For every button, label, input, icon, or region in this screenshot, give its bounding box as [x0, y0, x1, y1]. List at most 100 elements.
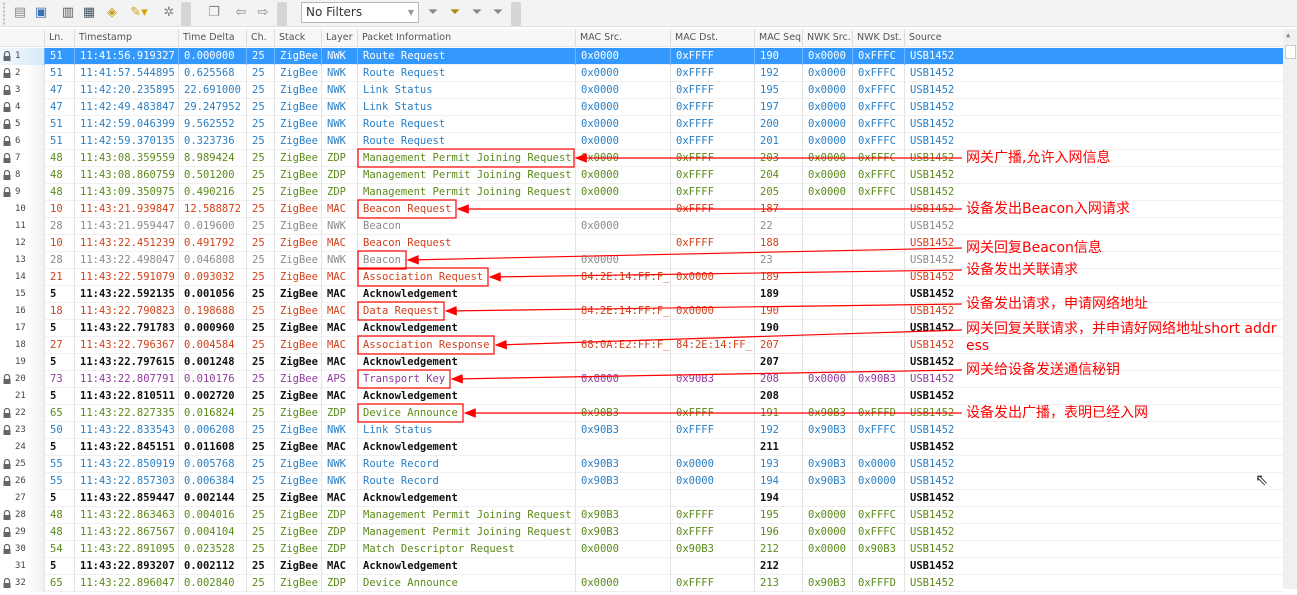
table-row[interactable]: 1 51 11:41:56.919327 0.000000 25 ZigBee NWK Rou… — [0, 48, 1283, 65]
toolbar-grip[interactable] — [3, 2, 7, 26]
column-header-mac-dst[interactable]: MAC Dst. — [670, 29, 754, 47]
row-header[interactable]: 24 — [0, 439, 44, 456]
cell-ln: 50 — [44, 422, 74, 439]
table-row[interactable]: 23 50 11:43:22.833543 0.006208 25 ZigBee NWK Li… — [0, 422, 1283, 439]
table-row[interactable]: 29 48 11:43:22.867567 0.004104 25 ZigBee ZDP Ma… — [0, 524, 1283, 541]
row-header[interactable]: 31 — [0, 558, 44, 575]
cell-packet-info: Beacon Request — [357, 235, 575, 252]
table-row[interactable]: 31 5 11:43:22.893207 0.002112 25 ZigBee MAC Ack… — [0, 558, 1283, 575]
back-icon[interactable]: ⇦ — [235, 5, 247, 20]
row-header[interactable]: 28 — [0, 507, 44, 524]
row-header[interactable]: 10 — [0, 201, 44, 218]
column-header-ln[interactable]: Ln. — [44, 29, 74, 47]
toolbar-overflow[interactable] — [511, 2, 521, 26]
row-header[interactable]: 4 — [0, 99, 44, 116]
row-header[interactable]: 26 — [0, 473, 44, 490]
column-header-mac-src[interactable]: MAC Src. — [575, 29, 670, 47]
table-row[interactable]: 5 51 11:42:59.046399 9.562552 25 ZigBee NWK Rou… — [0, 116, 1283, 133]
copy-icon[interactable]: ❐ — [208, 5, 220, 20]
scrollbar-thumb[interactable] — [1285, 45, 1296, 59]
row-header[interactable]: 18 — [0, 337, 44, 354]
row-header[interactable]: 20 — [0, 371, 44, 388]
table-row[interactable]: 25 55 11:43:22.850919 0.005768 25 ZigBee NWK Ro… — [0, 456, 1283, 473]
row-header[interactable]: 5 — [0, 116, 44, 133]
table-row[interactable]: 3 47 11:42:20.235895 22.691000 25 ZigBee NWK Li… — [0, 82, 1283, 99]
filter-select[interactable]: No Filters ▼ — [301, 2, 419, 23]
table-row[interactable]: 4 47 11:42:49.483847 29.247952 25 ZigBee NWK Li… — [0, 99, 1283, 116]
table-row[interactable]: 21 5 11:43:22.810511 0.002720 25 ZigBee MAC Ack… — [0, 388, 1283, 405]
row-header[interactable]: 7 — [0, 150, 44, 167]
column-header-nwk-src[interactable]: NWK Src. — [802, 29, 852, 47]
row-header[interactable]: 13 — [0, 252, 44, 269]
table-row[interactable]: 24 5 11:43:22.845151 0.011608 25 ZigBee MAC Ack… — [0, 439, 1283, 456]
table-row[interactable]: 27 5 11:43:22.859447 0.002144 25 ZigBee MAC Ack… — [0, 490, 1283, 507]
table-row[interactable]: 2 51 11:41:57.544895 0.625568 25 ZigBee NWK Rou… — [0, 65, 1283, 82]
column-header-layer[interactable]: Layer — [321, 29, 357, 47]
row-header[interactable]: 21 — [0, 388, 44, 405]
table-row[interactable]: 32 65 11:43:22.896047 0.002840 25 ZigBee ZDP De… — [0, 575, 1283, 592]
new-icon[interactable]: ▤ — [13, 5, 27, 20]
clear-icon[interactable]: ✎▾ — [130, 5, 148, 20]
display-icon[interactable]: ▦ — [82, 5, 96, 20]
row-header[interactable]: 30 — [0, 541, 44, 558]
row-header[interactable]: 17 — [0, 320, 44, 337]
row-header[interactable]: 32 — [0, 575, 44, 592]
save-icon[interactable]: ▣ — [34, 5, 48, 20]
row-header[interactable]: 29 — [0, 524, 44, 541]
cell-timestamp: 11:42:49.483847 — [74, 99, 178, 116]
cell-nwk-src — [802, 235, 852, 252]
column-header-time-delta[interactable]: Time Delta — [178, 29, 246, 47]
column-header-source[interactable]: Source — [904, 29, 960, 47]
row-header[interactable]: 11 — [0, 218, 44, 235]
row-header[interactable]: 14 — [0, 269, 44, 286]
row-header[interactable]: 27 — [0, 490, 44, 507]
table-row[interactable]: 8 48 11:43:08.860759 0.501200 25 ZigBee ZDP Man… — [0, 167, 1283, 184]
column-header-nwk-dst[interactable]: NWK Dst. — [852, 29, 904, 47]
row-header[interactable]: 6 — [0, 133, 44, 150]
cell-source: USB1452 — [904, 337, 960, 354]
filter-remove-icon[interactable]: ⏷ — [492, 5, 504, 20]
row-header[interactable]: 25 — [0, 456, 44, 473]
row-header[interactable]: 12 — [0, 235, 44, 252]
filter-add-icon[interactable]: ⏷ — [471, 5, 483, 20]
columns-icon[interactable]: ▥ — [61, 5, 75, 20]
column-header-mac-seq[interactable]: MAC Seq. — [754, 29, 802, 47]
table-row[interactable]: 28 48 11:43:22.863463 0.004016 25 ZigBee ZDP Ma… — [0, 507, 1283, 524]
row-header[interactable]: 22 — [0, 405, 44, 422]
toolbar-overflow[interactable] — [181, 2, 191, 26]
forward-icon[interactable]: ⇨ — [257, 5, 269, 20]
column-header-stack[interactable]: Stack — [274, 29, 321, 47]
row-header[interactable]: 9 — [0, 184, 44, 201]
toolbar-overflow[interactable] — [277, 2, 287, 26]
refresh-icon[interactable]: ◈ — [107, 5, 117, 20]
column-header-packet-info[interactable]: Packet Information — [357, 29, 575, 47]
row-header[interactable]: 15 — [0, 286, 44, 303]
column-header-channel[interactable]: Ch. — [246, 29, 274, 47]
cell-nwk-src: 0x0000 — [802, 133, 852, 150]
row-header[interactable]: 16 — [0, 303, 44, 320]
scroll-up-icon[interactable]: ▲ — [1286, 31, 1291, 39]
cell-ln: 48 — [44, 167, 74, 184]
row-header[interactable]: 3 — [0, 82, 44, 99]
table-row[interactable]: 9 48 11:43:09.350975 0.490216 25 ZigBee ZDP Man… — [0, 184, 1283, 201]
row-header[interactable]: 23 — [0, 422, 44, 439]
filter-edit-icon[interactable]: ⏷ — [449, 5, 461, 20]
table-row[interactable]: 15 5 11:43:22.592135 0.001056 25 ZigBee MAC Ack… — [0, 286, 1283, 303]
cell-nwk-dst — [852, 354, 904, 371]
table-row[interactable]: 26 55 11:43:22.857303 0.006384 25 ZigBee NWK Ro… — [0, 473, 1283, 490]
column-header-timestamp[interactable]: Timestamp — [74, 29, 178, 47]
table-row[interactable]: 30 54 11:43:22.891095 0.023528 25 ZigBee ZDP Ma… — [0, 541, 1283, 558]
cell-stack: ZigBee — [274, 65, 321, 82]
row-header[interactable]: 2 — [0, 65, 44, 82]
settings-icon[interactable]: ✲ — [163, 5, 175, 20]
row-header[interactable]: 19 — [0, 354, 44, 371]
row-header[interactable]: 1 — [0, 48, 44, 65]
row-header[interactable]: 8 — [0, 167, 44, 184]
cell-time-delta: 0.093032 — [178, 269, 246, 286]
table-row[interactable]: 6 51 11:42:59.370135 0.323736 25 ZigBee NWK Rou… — [0, 133, 1283, 150]
cell-nwk-src: 0x90B3 — [802, 405, 852, 422]
table-row[interactable]: 11 28 11:43:21.959447 0.019600 25 ZigBee NWK Be… — [0, 218, 1283, 235]
vertical-scrollbar[interactable]: ▲ — [1283, 29, 1297, 589]
cell-stack: ZigBee — [274, 337, 321, 354]
filter-icon[interactable]: ⏷ — [427, 5, 439, 20]
